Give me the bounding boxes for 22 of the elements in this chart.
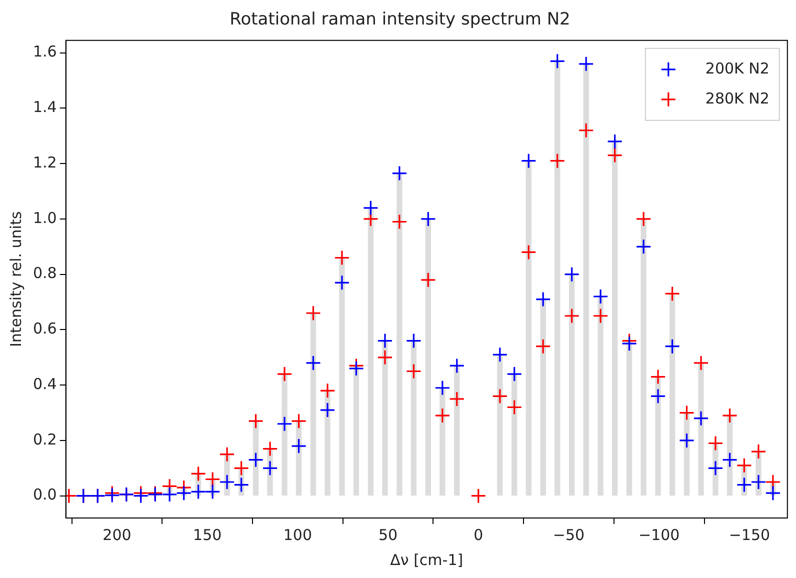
y-axis-title: Intensity rel. units [6, 211, 25, 348]
y-tick-label: 1.2 [32, 154, 57, 172]
x-tick-label: 50 [378, 526, 398, 544]
x-tick-label: 0 [474, 526, 484, 544]
x-tick-label: −50 [552, 526, 585, 544]
x-tick-label: 200 [102, 526, 132, 544]
chart-title: Rotational raman intensity spectrum N2 [230, 10, 570, 30]
y-tick-label: 1.0 [32, 208, 57, 227]
x-tick-label: −100 [638, 526, 680, 544]
y-tick-label: 0.2 [32, 430, 57, 448]
legend-label: 280K N2 [705, 89, 770, 108]
x-tick-label: −150 [728, 526, 770, 544]
y-tick-label: 0.8 [32, 264, 57, 282]
legend-label: 200K N2 [705, 59, 770, 78]
x-axis-title: Δν [cm-1] [390, 550, 464, 569]
y-tick-label: 1.6 [32, 42, 57, 61]
y-tick-label: 1.4 [32, 98, 57, 116]
y-tick-label: 0.6 [32, 320, 57, 338]
y-tick-label: 0.4 [32, 374, 57, 393]
y-tick-label: 0.0 [32, 486, 57, 504]
x-tick-label: 100 [283, 526, 312, 544]
x-tick-label: 150 [193, 526, 222, 544]
